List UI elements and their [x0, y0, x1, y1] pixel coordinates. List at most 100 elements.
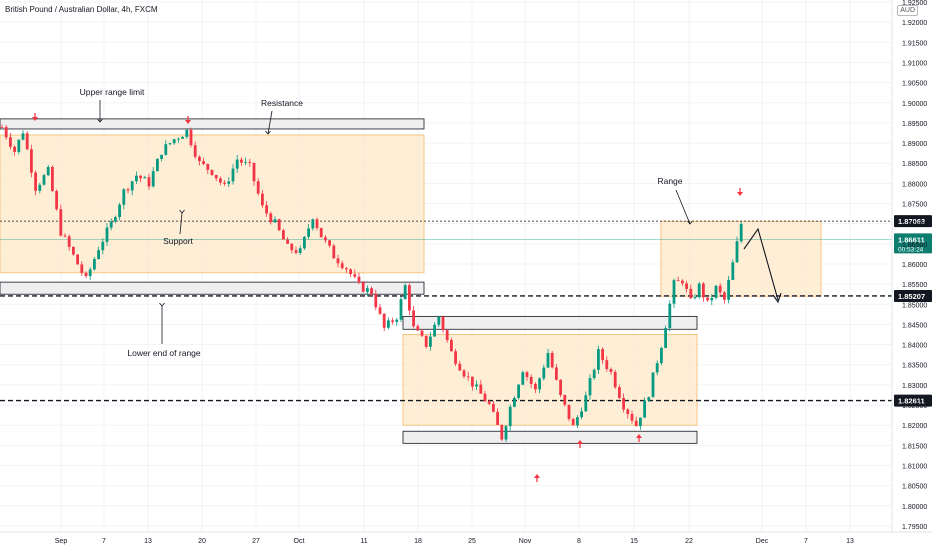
candle-body [59, 209, 63, 236]
candle-body [441, 316, 445, 331]
candle-body [706, 297, 709, 301]
candle-body [382, 313, 386, 328]
candle-body [655, 363, 659, 373]
y-tick-label: 1.82000 [902, 423, 927, 430]
candle-body [25, 133, 29, 150]
candle-body [454, 351, 457, 364]
candle-body [496, 411, 499, 425]
x-tick-label: 8 [577, 538, 581, 545]
candle-body [160, 154, 163, 159]
price-axis[interactable]: 1.79500 1.80000 1.80500 1.81000 1.81500 1.820… [891, 0, 927, 532]
candle-body [672, 280, 676, 304]
candle-body [693, 297, 697, 299]
annotation-arrow [179, 212, 183, 235]
candle-body [416, 326, 420, 331]
candle-body [550, 353, 554, 368]
zone-range-top [0, 134, 425, 274]
candle-body [328, 240, 331, 246]
annotation-arrowhead [687, 220, 693, 225]
candle-body [156, 158, 159, 172]
candle-body [223, 182, 226, 184]
candle-body [391, 320, 394, 322]
candle-body [277, 219, 281, 231]
candle-body [387, 320, 390, 328]
candle-body [605, 360, 609, 370]
candle-body [84, 272, 88, 277]
y-tick-label: 1.89500 [902, 121, 927, 128]
annotations: Upper range limit Resistance Support Lower … [32, 87, 782, 482]
candle-body [546, 353, 550, 368]
candle-body [584, 395, 588, 412]
candle-body [177, 138, 180, 140]
x-tick-label: 15 [630, 538, 638, 545]
resistance-box [0, 118, 425, 130]
bottom-box [402, 430, 698, 444]
candle-body [370, 288, 373, 295]
candle-body [126, 189, 130, 191]
candle-body [689, 288, 693, 299]
candle-body [290, 243, 294, 251]
candle-body [483, 393, 487, 402]
candle-body [345, 268, 348, 270]
y-tick-label: 1.92500 [902, 0, 927, 7]
y-tick-label: 1.85000 [902, 302, 927, 309]
candle-body [702, 283, 705, 298]
candle-body [0, 126, 4, 128]
candle-body [366, 288, 369, 292]
candle-body [668, 303, 672, 329]
y-tick-label: 1.92000 [902, 20, 927, 27]
candle-body [592, 369, 596, 379]
candle-body [252, 162, 256, 182]
level-label: 1.82611 [898, 397, 925, 406]
level-label-bg [894, 215, 932, 228]
candle-body [315, 219, 319, 228]
up-arrow-marker [534, 474, 540, 478]
y-tick-label: 1.81000 [902, 464, 927, 471]
candle-body [466, 376, 470, 378]
candle-body [542, 367, 546, 379]
candle-body [286, 239, 289, 244]
y-tick-label: 1.86500 [902, 242, 927, 249]
candle-body [534, 383, 537, 390]
candle-body [97, 250, 100, 260]
candle-body [353, 274, 357, 277]
candle-body [294, 250, 298, 253]
currency-badge[interactable]: AUD [897, 5, 918, 16]
candle-body [378, 307, 382, 314]
candle-body [235, 159, 239, 169]
candle-body [349, 269, 352, 275]
candle-body [147, 177, 151, 187]
candle-body [202, 161, 205, 164]
candle-body [244, 162, 247, 163]
price-levels: 1.87063 1.85207 1.82611 1.86611 00:53:24 [0, 215, 932, 407]
y-tick-label: 1.80500 [902, 484, 927, 491]
candle-body [361, 282, 365, 292]
x-tick-label: Sep [55, 538, 68, 545]
x-tick-label: 13 [144, 538, 152, 545]
candle-body [437, 316, 441, 325]
candle-body [538, 378, 541, 390]
candle-body [231, 168, 235, 182]
candle-body [311, 219, 315, 229]
x-tick-label: 7 [102, 538, 106, 545]
y-tick-label: 1.87000 [902, 222, 927, 229]
candle-body [143, 177, 147, 179]
y-tick-label: 1.90000 [902, 101, 927, 108]
candle-body [193, 145, 197, 157]
candle-body [739, 223, 743, 242]
candle-body [319, 227, 323, 238]
candle-body [181, 136, 184, 139]
candle-body [500, 424, 504, 440]
candle-body [660, 347, 663, 364]
time-axis[interactable]: Sep 7 13 20 27 Oct 11 18 25 Nov 8 15 22 Dec 7 13 [0, 531, 932, 545]
candle-body [399, 299, 403, 320]
candle-body [727, 279, 730, 300]
annotation-arrowhead [159, 302, 165, 307]
candle-body [403, 285, 407, 300]
candle-body [30, 149, 33, 173]
candle-body [198, 156, 201, 162]
y-tick-label: 1.86000 [902, 262, 927, 269]
candle-body [479, 384, 483, 394]
annotation-text: Range [657, 176, 682, 186]
